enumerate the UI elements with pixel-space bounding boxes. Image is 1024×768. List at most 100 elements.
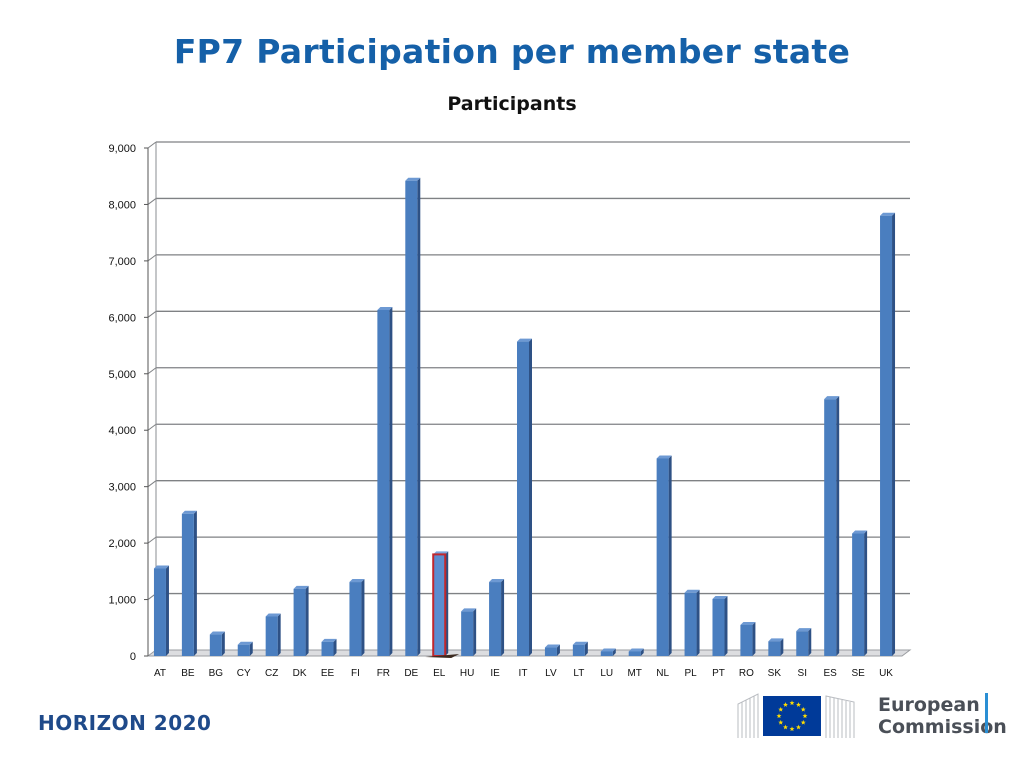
bar-side xyxy=(529,338,532,656)
bar-front xyxy=(852,533,865,656)
gridline-connector xyxy=(147,367,157,375)
bar-top xyxy=(852,530,868,534)
bar-front xyxy=(209,634,222,656)
y-tick-label: 2,000 xyxy=(108,538,136,550)
bar-ro xyxy=(740,621,756,656)
bar-dk xyxy=(293,585,309,656)
bar-side xyxy=(752,621,756,656)
bar-side xyxy=(417,177,421,656)
bar-side xyxy=(892,212,896,656)
x-tick-label: FI xyxy=(351,668,360,679)
bar-front xyxy=(349,582,362,656)
axis-labels: 0 1,000 2,000 3,000 4,000 5,000 6,000 7,000 8,00… xyxy=(108,143,893,679)
x-tick-label: EL xyxy=(433,668,446,679)
bar-front xyxy=(405,180,418,656)
x-tick-label: MT xyxy=(627,668,641,679)
logo-line-2: Commission xyxy=(878,716,1007,738)
bar-side xyxy=(780,638,784,656)
bar-side xyxy=(221,631,225,656)
gridline-connector xyxy=(147,536,157,544)
bar-front xyxy=(461,611,474,656)
bar-front xyxy=(740,624,753,656)
eu-star xyxy=(778,706,784,712)
x-tick-label: DK xyxy=(293,668,307,679)
eu-star xyxy=(796,702,801,707)
bar-nl xyxy=(656,455,672,656)
bar-front xyxy=(237,644,250,656)
bar-side xyxy=(305,585,309,656)
chart-title: Participants xyxy=(447,93,577,115)
slide-title: FP7 Participation per member state xyxy=(173,32,851,71)
bar-side xyxy=(556,644,560,656)
bar-top xyxy=(293,585,309,589)
bar-top xyxy=(349,579,365,583)
berlaymont-building-icon xyxy=(737,693,855,738)
gridline-connector xyxy=(147,310,157,318)
logo-accent-bar xyxy=(985,693,988,733)
bar-side xyxy=(836,396,840,656)
gridline-connector xyxy=(147,480,157,488)
bar-top xyxy=(880,212,896,216)
bar-side xyxy=(501,579,505,656)
y-tick-label: 8,000 xyxy=(108,199,136,211)
x-tick-label: PT xyxy=(712,668,725,679)
x-tick-label: ES xyxy=(824,668,838,679)
bar-es xyxy=(824,396,840,656)
bar-front xyxy=(544,647,557,656)
bar-top xyxy=(405,177,421,181)
bar-front xyxy=(880,215,893,656)
bar-side xyxy=(473,608,477,656)
bar-front xyxy=(824,399,837,656)
y-tick-label: 3,000 xyxy=(108,482,136,494)
x-tick-label: HU xyxy=(460,668,474,679)
eu-star xyxy=(778,719,784,725)
bar-side xyxy=(165,565,169,656)
bar-bg xyxy=(209,631,225,656)
bar-top xyxy=(544,644,560,648)
eu-star xyxy=(776,713,782,719)
bar-fi xyxy=(349,579,365,656)
bar-side xyxy=(333,638,337,656)
bar-front xyxy=(517,341,529,656)
y-tick-label: 4,000 xyxy=(108,425,136,437)
bar-top xyxy=(600,648,616,652)
x-tick-label: LU xyxy=(600,668,613,679)
bar-series xyxy=(153,177,896,658)
bar-uk xyxy=(880,212,896,656)
bar-front xyxy=(489,582,502,656)
bar-top xyxy=(517,338,532,342)
gridline-connector xyxy=(147,423,157,431)
bar-side xyxy=(808,628,812,656)
bar-front xyxy=(656,458,669,656)
bar-at xyxy=(153,565,169,656)
x-tick-label: LT xyxy=(573,668,584,679)
bar-it xyxy=(517,338,532,656)
bar-side xyxy=(249,641,253,656)
bar-front xyxy=(153,568,166,656)
gridline-connector xyxy=(147,198,157,205)
bar-el xyxy=(425,551,460,658)
chart-axes xyxy=(144,142,157,657)
bar-top xyxy=(768,638,784,642)
bar-pt xyxy=(712,595,728,656)
bar-lt xyxy=(572,641,588,656)
bar-front xyxy=(321,641,334,656)
bar-top xyxy=(628,648,644,652)
bar-top xyxy=(796,628,812,632)
eu-star xyxy=(783,702,788,707)
bar-top xyxy=(489,579,505,583)
european-commission-wordmark: European Commission xyxy=(878,694,1007,738)
bar-pl xyxy=(684,589,700,656)
bar-top xyxy=(181,510,197,514)
bar-front xyxy=(600,651,613,656)
bar-se xyxy=(852,530,868,656)
bar-top xyxy=(572,641,588,645)
y-tick-label: 0 xyxy=(130,651,136,663)
bar-side xyxy=(612,648,616,656)
plot-wall xyxy=(156,142,910,650)
bar-top xyxy=(265,613,281,617)
x-tick-label: BE xyxy=(181,668,195,679)
bar-front xyxy=(293,588,306,656)
bar-top xyxy=(824,396,840,400)
bar-top xyxy=(237,641,253,645)
